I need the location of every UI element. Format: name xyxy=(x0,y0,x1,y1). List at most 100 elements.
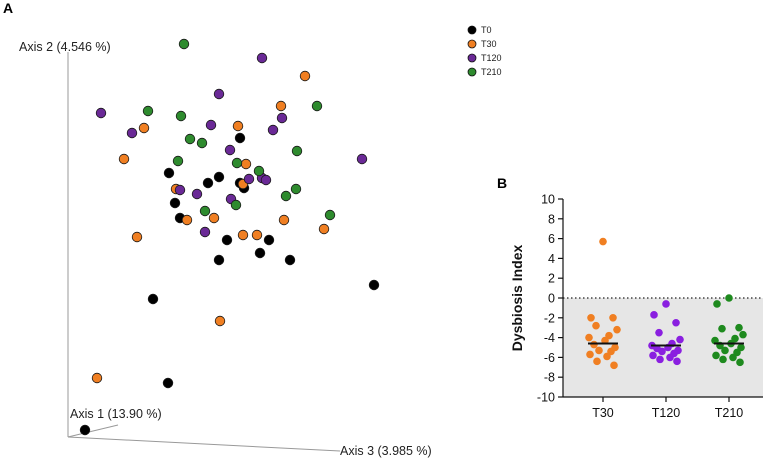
pcoa-point-t0 xyxy=(162,377,174,389)
legend-item-t120: T120 xyxy=(467,53,502,63)
dysbiosis-point-t210 xyxy=(712,351,720,360)
dysbiosis-point-t210 xyxy=(718,324,726,333)
y-tick-label: 8 xyxy=(548,212,555,226)
dysbiosis-point-t30 xyxy=(593,357,601,366)
y-tick-label: -10 xyxy=(537,391,555,405)
pcoa-point-t120 xyxy=(199,226,211,238)
pcoa-point-t210 xyxy=(142,105,154,117)
pcoa-point-t210 xyxy=(184,133,196,145)
dysbiosis-point-t210 xyxy=(729,353,737,362)
legend-marker-t0 xyxy=(467,25,477,35)
dysbiosis-point-t30 xyxy=(595,346,603,355)
pcoa-point-t210 xyxy=(175,110,187,122)
pcoa-point-t30 xyxy=(275,100,287,112)
pcoa-point-t210 xyxy=(199,205,211,217)
x-tick-label: T30 xyxy=(592,406,614,420)
legend-label-t0: T0 xyxy=(481,25,492,35)
x-tick-label: T210 xyxy=(715,406,744,420)
y-tick-label: -4 xyxy=(544,331,555,345)
pcoa-point-t0 xyxy=(234,132,246,144)
y-tick-label: 6 xyxy=(548,232,555,246)
pcoa-point-t30 xyxy=(299,70,311,82)
legend-label-t30: T30 xyxy=(481,39,497,49)
pcoa-point-t120 xyxy=(260,174,272,186)
pcoa-point-t0 xyxy=(147,293,159,305)
legend-item-t30: T30 xyxy=(467,39,497,49)
pcoa-point-t0 xyxy=(213,171,225,183)
dysbiosis-point-t210 xyxy=(721,346,729,355)
dysbiosis-point-t30 xyxy=(613,325,621,334)
pcoa-point-t0 xyxy=(202,177,214,189)
legend-item-t210: T210 xyxy=(467,67,502,77)
legend-label-t210: T210 xyxy=(481,67,502,77)
pcoa-point-t30 xyxy=(278,214,290,226)
dysbiosis-point-t120 xyxy=(662,300,670,308)
pcoa-point-t210 xyxy=(311,100,323,112)
dysbiosis-point-t120 xyxy=(649,351,657,360)
pcoa-axes xyxy=(67,52,341,452)
dysbiosis-point-t120 xyxy=(655,328,663,337)
pcoa-point-t0 xyxy=(263,234,275,246)
y-tick-label: -2 xyxy=(544,311,555,325)
y-tick-label: 10 xyxy=(541,193,555,207)
dysbiosis-point-t30 xyxy=(585,333,593,342)
pcoa-point-t0 xyxy=(254,247,266,259)
dysbiosis-point-t120 xyxy=(676,335,684,344)
pcoa-point-t30 xyxy=(251,229,263,241)
pcoa-point-t30 xyxy=(138,122,150,134)
pcoa-point-t30 xyxy=(214,315,226,327)
panel-a-label: A xyxy=(3,0,13,16)
x-ticks: T30 T120 T210 xyxy=(592,397,743,420)
pcoa-point-t120 xyxy=(243,173,255,185)
legend-marker-t30 xyxy=(467,39,477,49)
dysbiosis-point-t210 xyxy=(736,358,744,367)
pcoa-point-t30 xyxy=(181,214,193,226)
pcoa-point-t120 xyxy=(95,107,107,119)
dysbiosis-point-t30 xyxy=(599,237,607,246)
pcoa-points xyxy=(79,38,380,436)
dysbiosis-point-t30 xyxy=(587,314,595,322)
dysbiosis-point-t120 xyxy=(658,347,666,356)
y-tick-label: -6 xyxy=(544,351,555,365)
pcoa-point-t210 xyxy=(178,38,190,50)
dysbiosis-point-t30 xyxy=(603,352,611,361)
pcoa-point-t0 xyxy=(213,254,225,266)
pcoa-point-t120 xyxy=(205,119,217,131)
pcoa-point-t120 xyxy=(174,184,186,196)
pcoa-point-t210 xyxy=(253,165,265,177)
pcoa-point-t120 xyxy=(224,144,236,156)
dysbiosis-points xyxy=(585,237,747,370)
dysbiosis-point-t30 xyxy=(601,336,609,345)
pcoa-point-t30 xyxy=(131,231,143,243)
pcoa-point-t120 xyxy=(267,124,279,136)
pcoa-point-t30 xyxy=(208,212,220,224)
pcoa-point-t120 xyxy=(191,188,203,200)
axis1-label: Axis 1 (13.90 %) xyxy=(70,407,162,421)
pcoa-point-t30 xyxy=(232,120,244,132)
dysbiosis-point-t210 xyxy=(719,355,727,364)
pcoa-point-t210 xyxy=(230,199,242,211)
legend-marker-t120 xyxy=(467,53,477,63)
dysbiosis-point-t30 xyxy=(592,321,600,330)
pcoa-point-t120 xyxy=(356,153,368,165)
pcoa-point-t30 xyxy=(240,158,252,170)
dysbiosis-point-t30 xyxy=(609,314,617,322)
pcoa-point-t210 xyxy=(280,190,292,202)
pcoa-point-t0 xyxy=(163,167,175,179)
dysbiosis-point-t120 xyxy=(656,355,664,364)
dysbiosis-point-t120 xyxy=(673,357,681,366)
legend: T0 T30 T120 T210 xyxy=(467,25,502,77)
dysbiosis-point-t210 xyxy=(725,294,733,302)
pcoa-point-t0 xyxy=(169,197,181,209)
y-ticks: 10 8 6 4 2 0 -2 -4 -6 -8 -10 xyxy=(537,193,563,405)
pcoa-point-t120 xyxy=(276,112,288,124)
pcoa-point-t30 xyxy=(91,372,103,384)
pcoa-point-t210 xyxy=(291,145,303,157)
pcoa-point-t210 xyxy=(196,137,208,149)
pcoa-point-t0 xyxy=(284,254,296,266)
axis1-line xyxy=(67,424,119,438)
dysbiosis-point-t30 xyxy=(586,350,594,359)
pcoa-point-t0 xyxy=(79,424,91,436)
y-tick-label: 2 xyxy=(548,272,555,286)
